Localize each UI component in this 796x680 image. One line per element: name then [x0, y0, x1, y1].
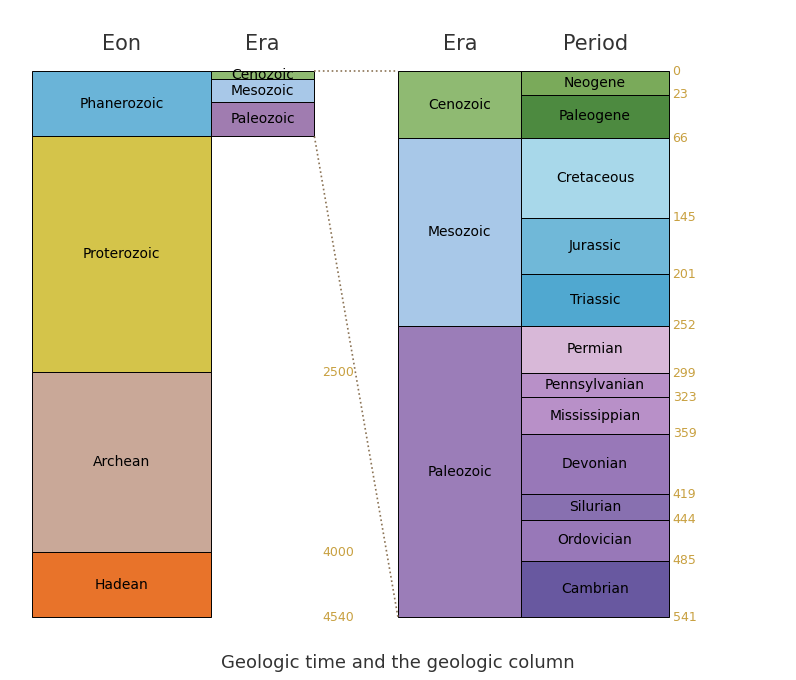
Text: 23: 23: [673, 88, 689, 101]
Text: Pennsylvanian: Pennsylvanian: [545, 378, 645, 392]
Text: 2500: 2500: [322, 366, 354, 379]
Bar: [521, 95, 669, 138]
Text: 323: 323: [673, 391, 696, 404]
Bar: [211, 80, 314, 102]
Text: 485: 485: [673, 554, 696, 567]
Bar: [521, 397, 669, 434]
Text: Mesozoic: Mesozoic: [428, 225, 491, 239]
Text: Silurian: Silurian: [569, 500, 621, 514]
Text: Neogene: Neogene: [564, 76, 626, 90]
Text: Paleogene: Paleogene: [559, 109, 631, 123]
Bar: [32, 372, 211, 552]
Bar: [521, 494, 669, 520]
Text: 4540: 4540: [322, 611, 354, 624]
Text: 4000: 4000: [322, 546, 354, 559]
Text: Era: Era: [443, 35, 478, 54]
Bar: [521, 138, 669, 218]
Text: Ordovician: Ordovician: [558, 533, 632, 547]
Text: Permian: Permian: [567, 343, 623, 356]
Text: Geologic time and the geologic column: Geologic time and the geologic column: [221, 654, 575, 672]
Text: Cenozoic: Cenozoic: [232, 69, 294, 82]
Text: Cretaceous: Cretaceous: [556, 171, 634, 185]
Bar: [32, 137, 211, 372]
Bar: [521, 373, 669, 397]
Bar: [398, 326, 521, 617]
Bar: [32, 552, 211, 617]
Bar: [521, 71, 669, 95]
Text: Mesozoic: Mesozoic: [231, 84, 295, 97]
Text: Hadean: Hadean: [95, 578, 148, 592]
Text: 201: 201: [673, 268, 696, 281]
Text: Jurassic: Jurassic: [568, 239, 622, 253]
Text: Cambrian: Cambrian: [561, 582, 629, 596]
Text: Eon: Eon: [102, 35, 141, 54]
Text: 541: 541: [673, 611, 696, 624]
Bar: [398, 138, 521, 326]
Bar: [32, 71, 211, 137]
Text: 419: 419: [673, 488, 696, 500]
Text: Devonian: Devonian: [562, 457, 628, 471]
Bar: [521, 218, 669, 274]
Text: Triassic: Triassic: [570, 293, 620, 307]
Bar: [521, 434, 669, 494]
Text: 0: 0: [673, 65, 681, 78]
Bar: [521, 561, 669, 617]
Text: Period: Period: [563, 35, 628, 54]
Text: 252: 252: [673, 319, 696, 333]
Text: 444: 444: [673, 513, 696, 526]
Text: 299: 299: [673, 367, 696, 379]
Text: Phanerozoic: Phanerozoic: [80, 97, 163, 111]
Bar: [521, 326, 669, 373]
Text: Paleozoic: Paleozoic: [230, 112, 295, 126]
Bar: [521, 520, 669, 561]
Text: Paleozoic: Paleozoic: [427, 464, 492, 479]
Text: Cenozoic: Cenozoic: [428, 98, 491, 112]
Text: Era: Era: [245, 35, 280, 54]
Text: 66: 66: [673, 131, 689, 145]
Text: 145: 145: [673, 211, 696, 224]
Text: 359: 359: [673, 427, 696, 440]
Bar: [211, 71, 314, 80]
Text: Proterozoic: Proterozoic: [83, 248, 160, 261]
Bar: [521, 274, 669, 326]
Bar: [211, 102, 314, 137]
Text: Mississippian: Mississippian: [549, 409, 641, 422]
Bar: [398, 71, 521, 138]
Text: Archean: Archean: [93, 456, 150, 469]
